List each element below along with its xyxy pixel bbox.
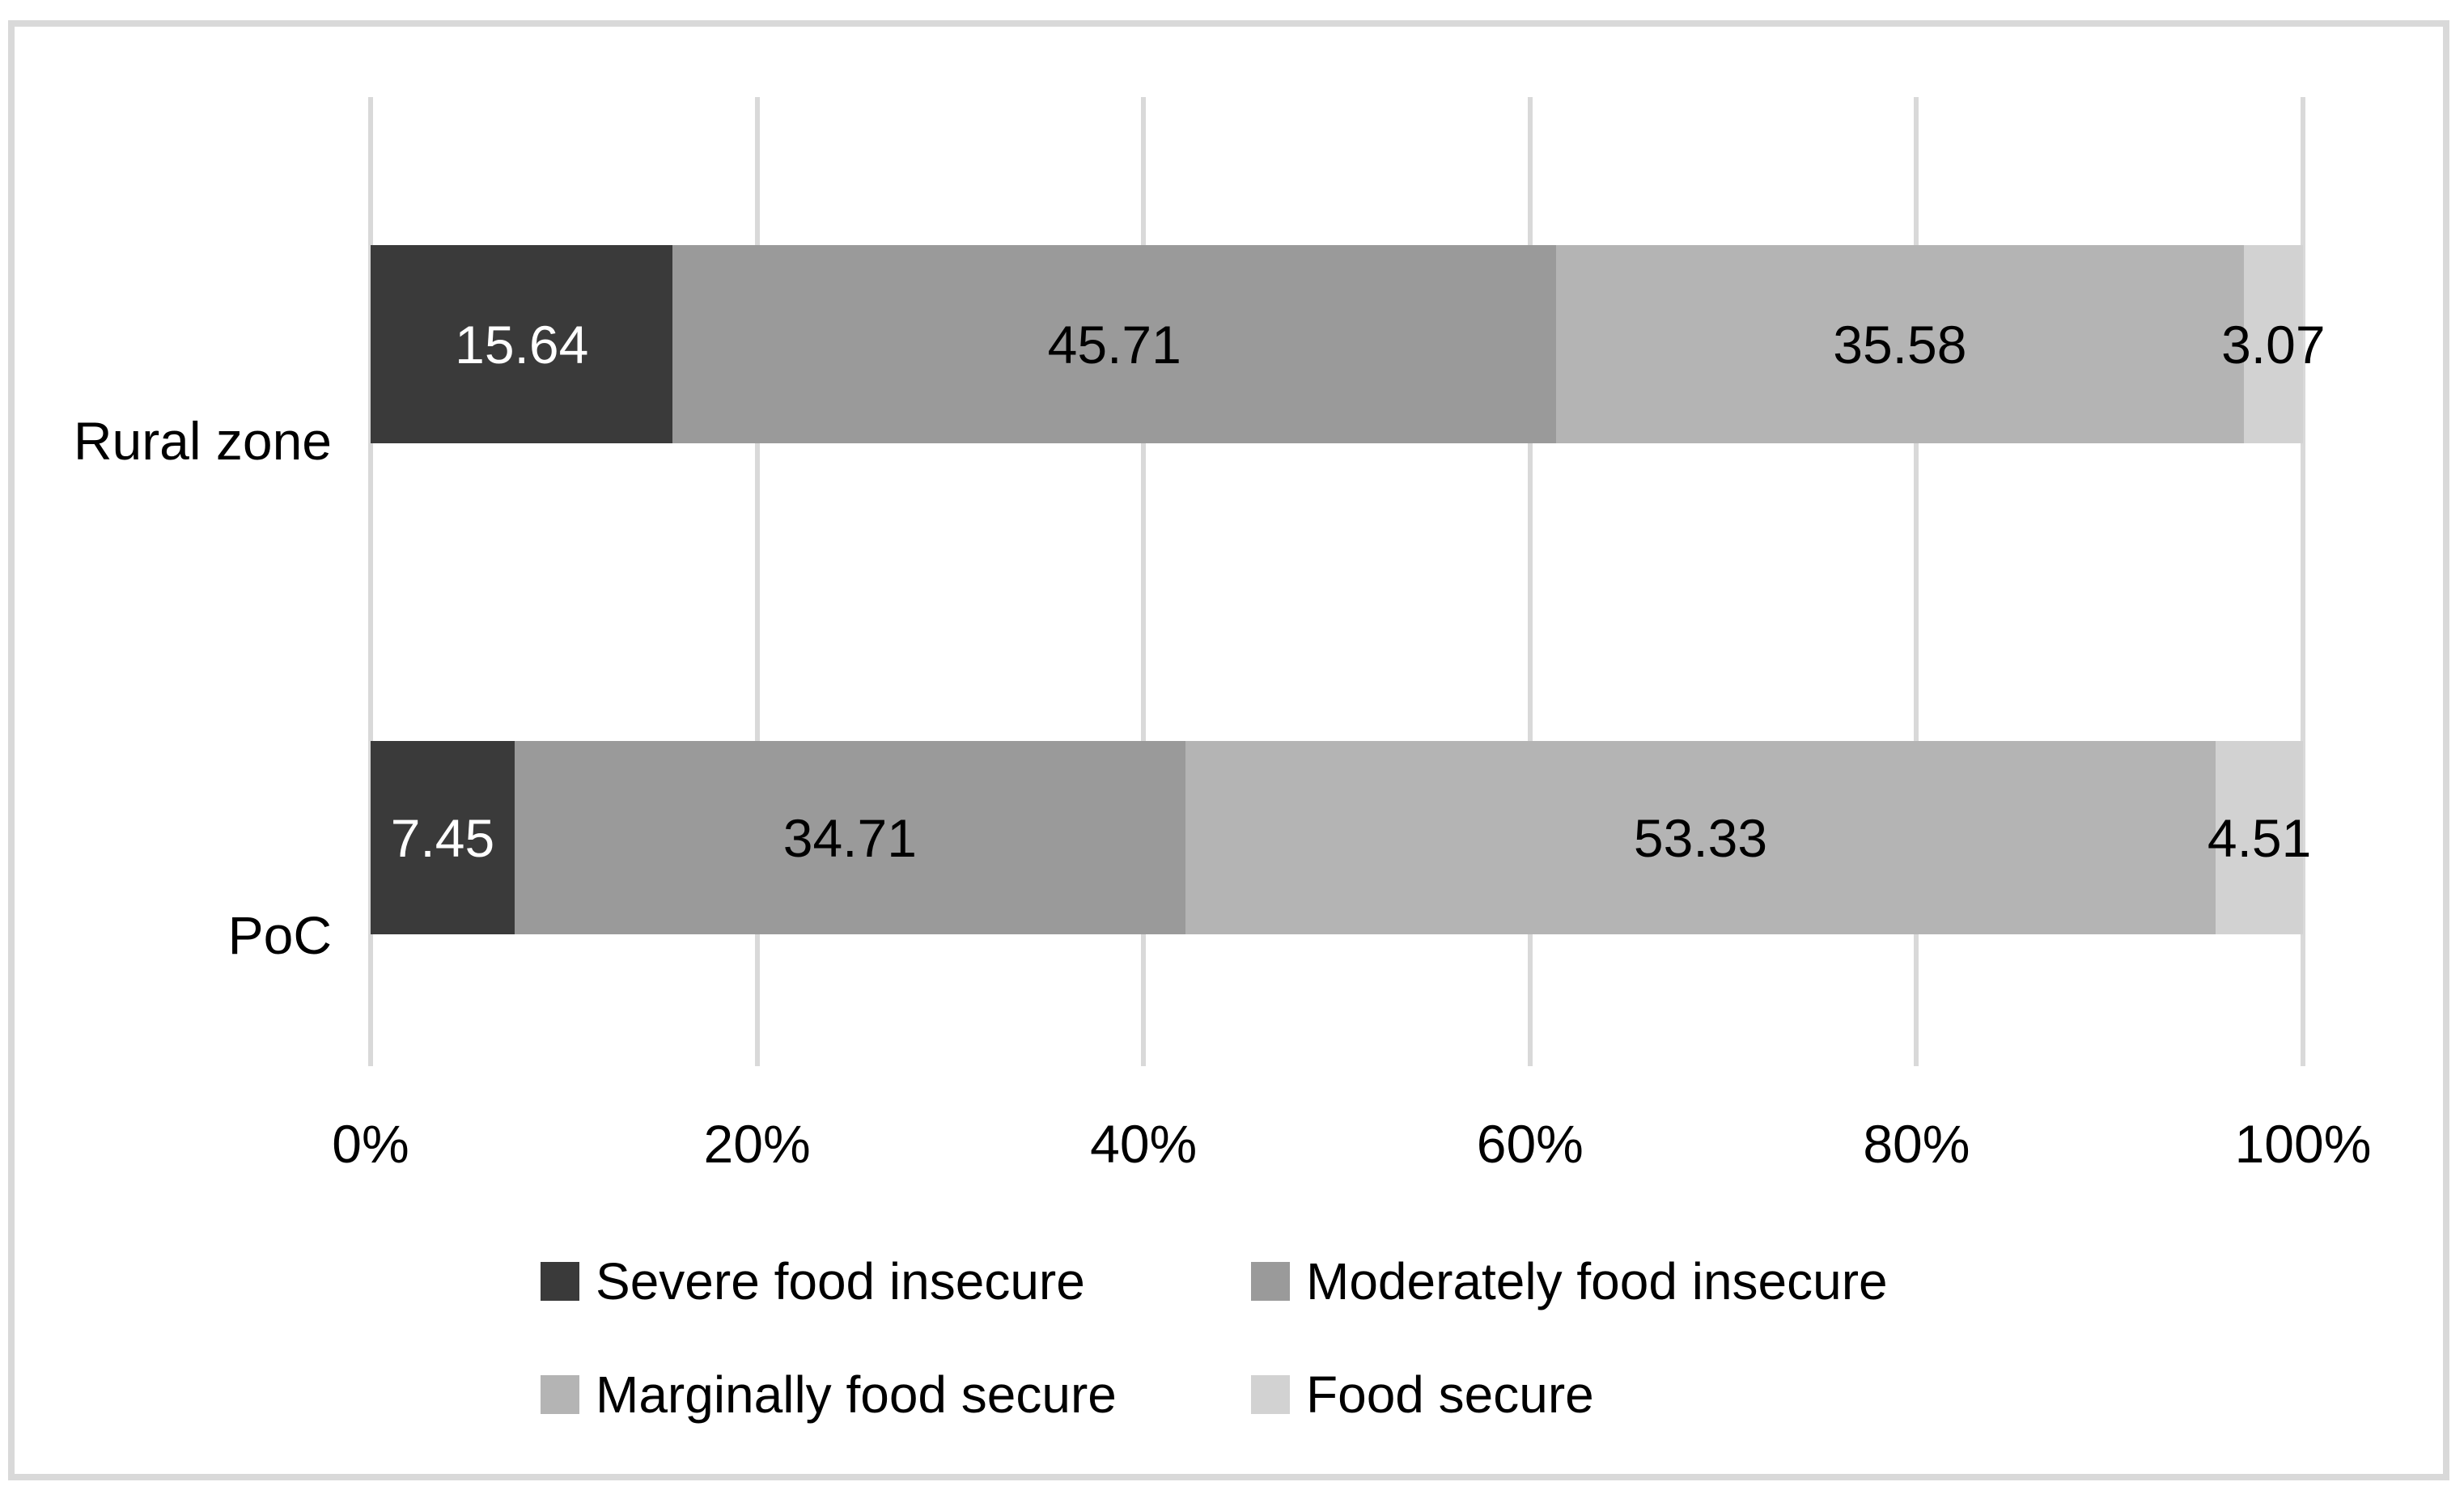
bar-value-label: 35.58 (1833, 314, 1967, 375)
x-tick-label: 100% (2234, 1114, 2372, 1174)
bar-value-label: 4.51 (2207, 807, 2312, 868)
bar-segment: 45.71 (672, 245, 1557, 443)
legend-swatch-icon (1251, 1375, 1290, 1414)
legend-item-severe-food-insecure: Severe food insecure (541, 1252, 1085, 1310)
legend-swatch-icon (541, 1375, 579, 1414)
plot-area: 15.64 45.71 35.58 3.07 7.45 34.71 53.33 4.51 (368, 97, 2326, 1066)
gridline-100% (2301, 97, 2305, 1066)
bar-segment: 3.07 (2221, 245, 2326, 443)
bar-row-poc: 7.45 34.71 53.33 4.51 (371, 741, 2311, 934)
x-tick-label: 20% (703, 1114, 811, 1174)
bar-row-rural-zone: 15.64 45.71 35.58 3.07 (371, 245, 2326, 443)
gridline-60% (1527, 97, 1533, 1066)
bar-value-label: 53.33 (1633, 807, 1768, 868)
x-tick-label: 60% (1476, 1114, 1584, 1174)
x-tick-label: 40% (1090, 1114, 1198, 1174)
gridline-80% (1914, 97, 1919, 1066)
bar-segment: 53.33 (1185, 741, 2216, 934)
bar-segment: 4.51 (2207, 741, 2311, 934)
bar-value-label: 7.45 (390, 807, 495, 868)
legend-label: Severe food insecure (596, 1252, 1085, 1310)
legend-label: Moderately food insecure (1306, 1252, 1888, 1310)
bar-value-label: 45.71 (1047, 314, 1181, 375)
bar-value-label: 3.07 (2221, 314, 2326, 375)
x-tick-label: 0% (332, 1114, 409, 1174)
legend-label: Food secure (1306, 1365, 1594, 1424)
gridline-20% (754, 97, 760, 1066)
legend-item-marginally-food-secure: Marginally food secure (541, 1365, 1117, 1424)
bar-value-label: 34.71 (782, 807, 917, 868)
bar-segment: 34.71 (514, 741, 1185, 934)
x-tick-label: 80% (1863, 1114, 1970, 1174)
bar-value-label: 15.64 (455, 314, 589, 375)
legend-item-food-secure: Food secure (1251, 1365, 1594, 1424)
category-label: PoC (227, 905, 332, 965)
bar-segment: 15.64 (371, 245, 673, 443)
legend-label: Marginally food secure (596, 1365, 1117, 1424)
gridline-0% (368, 97, 373, 1066)
gridline-40% (1141, 97, 1147, 1066)
legend-swatch-icon (541, 1262, 579, 1301)
bar-segment: 35.58 (1556, 245, 2244, 443)
category-label: Rural zone (73, 411, 332, 471)
legend-item-moderately-food-insecure: Moderately food insecure (1251, 1252, 1888, 1310)
legend-swatch-icon (1251, 1262, 1290, 1301)
bar-segment: 7.45 (371, 741, 515, 934)
